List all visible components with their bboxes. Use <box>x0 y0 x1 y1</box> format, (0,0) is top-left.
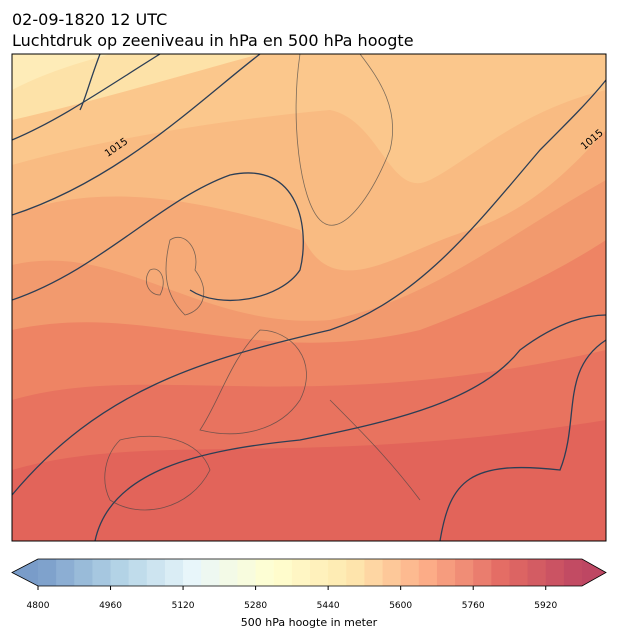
colorbar-extend-low <box>12 559 38 586</box>
colorbar-bin <box>74 559 93 586</box>
map <box>12 54 606 541</box>
colorbar-bin <box>237 559 257 586</box>
colorbar: 4800 4960 5120 5280 5440 5600 5760 5920 <box>11 558 607 611</box>
colorbar-bin <box>563 559 583 586</box>
colorbar-bin <box>473 559 492 586</box>
colorbar-tick-label: 5760 <box>462 601 485 611</box>
colorbar-bin <box>92 559 112 586</box>
colorbar-bin <box>56 559 75 586</box>
colorbar-bin <box>491 559 510 586</box>
colorbar-bin <box>183 559 202 586</box>
colorbar-bin <box>455 559 474 586</box>
chart-title: Luchtdruk op zeeniveau in hPa en 500 hPa… <box>12 31 414 50</box>
colorbar-tick-label: 5600 <box>389 601 412 611</box>
colorbar-bin <box>128 559 148 586</box>
colorbar-tick-label: 5280 <box>244 601 267 611</box>
colorbar-label: 500 hPa hoogte in meter <box>241 616 378 629</box>
colorbar-tick-label: 4800 <box>27 601 50 611</box>
colorbar-bin <box>273 559 293 586</box>
colorbar-bin <box>382 559 402 586</box>
colorbar-bin <box>509 559 529 586</box>
colorbar-bin <box>418 559 438 586</box>
colorbar-bin <box>164 559 184 586</box>
colorbar-bin <box>110 559 130 586</box>
colorbar-extend-high <box>582 559 606 586</box>
colorbar-bin <box>527 559 547 586</box>
colorbar-bin <box>255 559 275 586</box>
colorbar-bin <box>146 559 166 586</box>
colorbar-tick-label: 4960 <box>99 601 122 611</box>
colorbar-tick-label: 5120 <box>172 601 195 611</box>
colorbar-tick-label: 5920 <box>534 601 557 611</box>
colorbar-bin <box>545 559 565 586</box>
date-title: 02-09-1820 12 UTC <box>12 10 167 29</box>
map-frame <box>11 53 607 542</box>
colorbar-bin <box>201 559 220 586</box>
colorbar-bin <box>310 559 329 586</box>
colorbar-bin <box>400 559 420 586</box>
colorbar-bin <box>328 559 347 586</box>
colorbar-bin <box>436 559 456 586</box>
colorbar-bin <box>38 559 57 586</box>
colorbar-outline <box>11 558 607 587</box>
colorbar-bin <box>346 559 365 586</box>
colorbar-bin <box>219 559 238 586</box>
colorbar-bin <box>291 559 311 586</box>
colorbar-bin <box>364 559 384 586</box>
colorbar-tick-label: 5440 <box>317 601 340 611</box>
